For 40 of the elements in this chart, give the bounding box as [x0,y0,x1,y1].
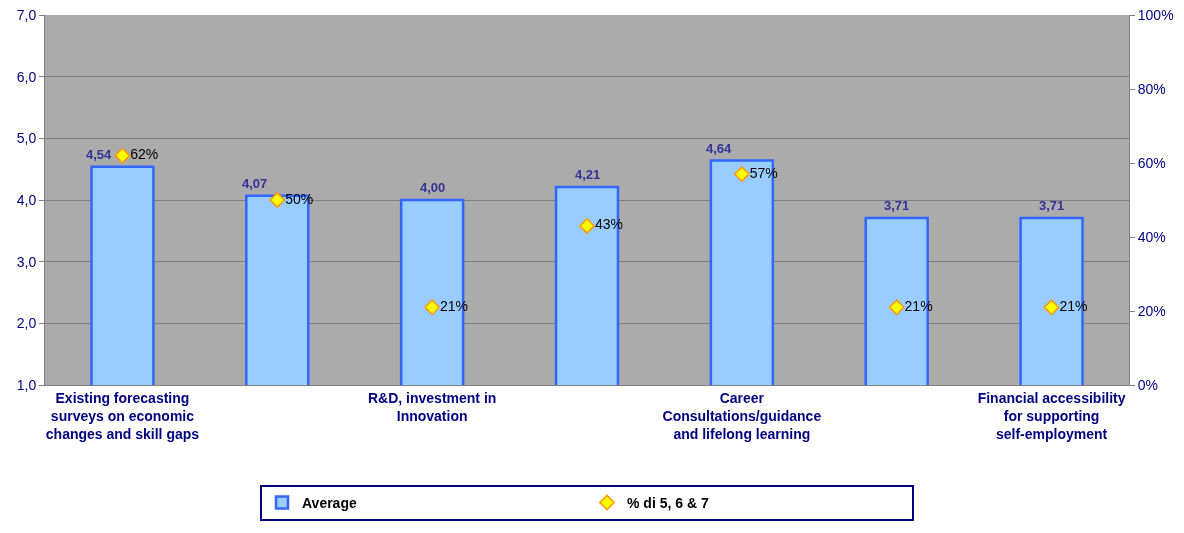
point [888,299,905,316]
y-tick-label: 2,0 [16,315,37,332]
data-label: 21% [904,297,933,314]
y2-tick-label: 60% [1137,154,1166,171]
point [733,166,750,182]
data-label: 4,21 [575,167,601,182]
y2-tick-label: 0% [1137,376,1159,393]
point [424,299,441,316]
data-label: 50% [285,190,314,207]
data-label: 21% [440,297,469,314]
x-tick-label: Financial accessibility for supporting self-employment [977,389,1126,443]
data-label: 4,64 [706,141,733,156]
data-label: 57% [749,164,778,181]
data-label: 3,71 [884,198,910,213]
y2-tick-label: 20% [1137,302,1166,319]
y-tick-label: 3,0 [16,253,37,270]
data-label: 4,07 [242,176,268,191]
data-label: 62% [130,146,159,163]
x-tick-label: R&D, investment in Innovation [367,389,497,424]
y-tick-label: 5,0 [16,130,37,147]
y-tick-label: 7,0 [16,6,37,23]
y2-tick-label: 40% [1137,228,1166,245]
data-label: 4,54 [86,147,113,162]
point [269,192,286,208]
point [579,218,595,234]
point [114,147,131,164]
y-tick-label: 1,0 [16,376,37,393]
data-label: 3,71 [1039,198,1065,213]
legend-label: Average [302,494,357,511]
data-label: 43% [594,216,623,233]
point [1043,299,1060,316]
data-label: 21% [1059,297,1088,314]
legend-label: % di 5, 6 & 7 [627,494,709,511]
y-tick-label: 6,0 [16,68,37,85]
y2-tick-label: 100% [1137,6,1174,23]
y-tick-label: 4,0 [16,191,37,208]
x-tick-label: Existing forecasting surveys on economic changes and skill gaps [45,389,200,443]
x-tick-label: Career Consultations/guidance and lifelong learning [662,389,822,443]
y2-tick-label: 80% [1137,80,1166,97]
data-label: 4,00 [420,180,446,195]
